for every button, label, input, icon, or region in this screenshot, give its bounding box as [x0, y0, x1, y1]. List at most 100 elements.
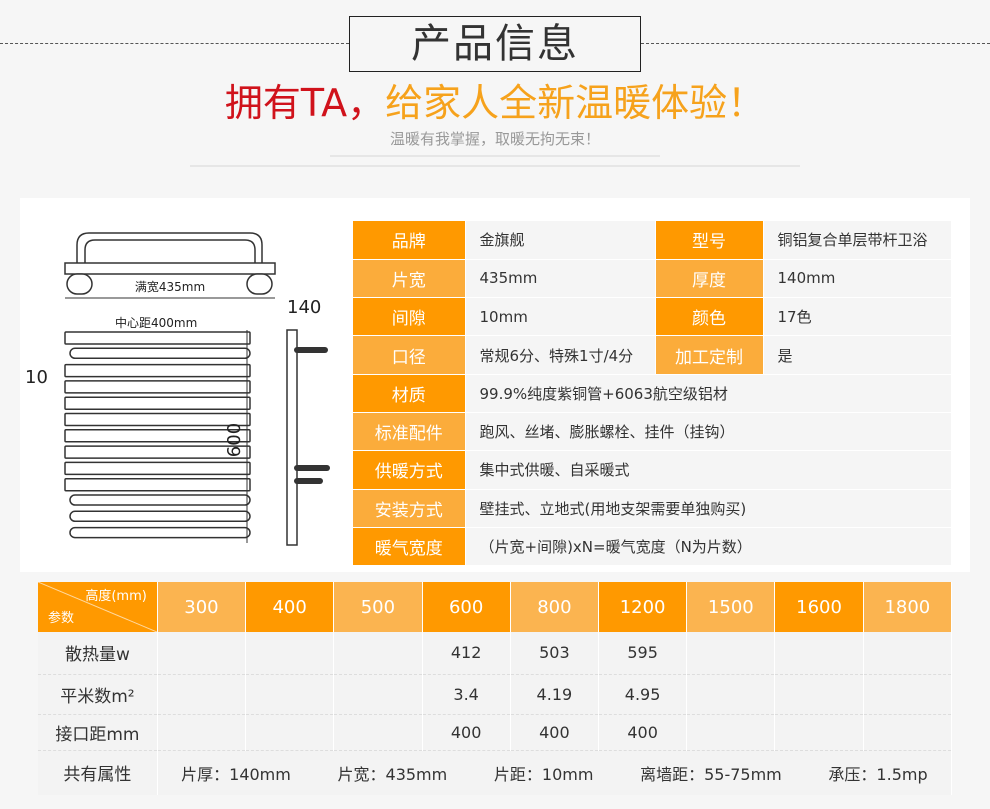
- slat: [64, 331, 251, 345]
- spec-row: 暖气宽度 （片宽+间隙)xN=暖气宽度（N为片数）: [353, 527, 952, 567]
- slogan-red: 拥有TA，: [224, 81, 386, 125]
- spec-value: 是: [763, 335, 952, 375]
- spec-row: 口径 常规6分、特殊1寸/4分 加工定制是: [353, 335, 952, 375]
- slat: [64, 461, 251, 476]
- height-header: 800: [510, 582, 599, 632]
- table-cell: [863, 632, 953, 675]
- spec-table: 品牌 金旗舰 型号 铜铝复合单层带杆卫浴 片宽 435mm 厚度 140mm 间隙 10mm 颜色 1…: [353, 221, 952, 567]
- table-cell: 595: [598, 632, 688, 675]
- table-cell: [333, 632, 423, 675]
- height-header: 400: [245, 582, 335, 632]
- table-row: 平米数m² 3.4 4.19 4.95: [38, 674, 953, 715]
- table-cell: [157, 714, 247, 751]
- slat: [64, 429, 251, 443]
- common-row: 共有属性 片厚：140mm 片宽：435mm 片距：10mm 离墙距：55-75mm 承压…: [38, 750, 953, 795]
- slat: [64, 396, 251, 410]
- common-attribute: 离墙距：55-75mm: [640, 764, 782, 784]
- spec-label: 标准配件: [353, 412, 466, 452]
- table-cell: 400: [598, 714, 688, 751]
- row-label: 共有属性: [38, 750, 158, 795]
- spec-label: 间隙: [353, 297, 466, 337]
- height-header: 1200: [598, 582, 688, 632]
- tube: [69, 494, 251, 506]
- row-label: 平米数m²: [38, 674, 158, 715]
- row-label: 散热量w: [38, 632, 158, 675]
- spec-label: 品牌: [353, 221, 466, 260]
- spec-label: 安装方式: [353, 489, 466, 528]
- table-cell: 4.95: [598, 674, 688, 715]
- height-header: 500: [333, 582, 423, 632]
- common-attribute: 片距：10mm: [493, 764, 594, 784]
- table-cell: 503: [510, 632, 599, 675]
- spec-value: 140mm: [763, 259, 952, 299]
- height-header: 1800: [863, 582, 953, 632]
- subtitle: 温暖有我掌握，取暖无拘无束！: [389, 130, 600, 148]
- spec-row: 片宽 435mm 厚度 140mm: [353, 259, 952, 299]
- common-attribute: 承压：1.5mp: [828, 764, 928, 784]
- spec-value: （片宽+间隙)xN=暖气宽度（N为片数）: [465, 527, 952, 567]
- slat: [64, 477, 251, 492]
- slat: [64, 363, 251, 378]
- spec-label: 加工定制: [655, 335, 764, 375]
- height-header: 600: [422, 582, 511, 632]
- size-table: 高度(mm) 参数 300 400 500 600 800 1200 1500 1600 180…: [38, 582, 953, 795]
- spec-row: 间隙 10mm 颜色 17色: [353, 297, 952, 337]
- height-header: 300: [157, 582, 247, 632]
- spec-label: 口径: [353, 335, 466, 375]
- slat: [64, 380, 251, 394]
- table-cell: 412: [422, 632, 511, 675]
- height-label: 600: [224, 423, 245, 457]
- spec-value: 跑风、丝堵、膨胀螺栓、挂件（挂钩）: [465, 412, 952, 452]
- table-cell: [245, 714, 335, 751]
- spec-row: 供暖方式 集中式供暖、自采暖式: [353, 450, 952, 490]
- table-cell: 400: [422, 714, 511, 751]
- spec-label: 型号: [655, 221, 764, 260]
- spec-row: 安装方式 壁挂式、立地式(用地支架需要单独购买): [353, 489, 952, 528]
- spec-label: 材质: [353, 374, 466, 413]
- divider-right: [641, 43, 990, 44]
- spec-label: 颜色: [655, 297, 764, 337]
- spec-label: 厚度: [655, 259, 764, 299]
- thickness-label: 140: [287, 297, 321, 318]
- spec-value: 壁挂式、立地式(用地支架需要单独购买): [465, 489, 952, 528]
- slogan: 拥有TA，给家人全新温暖体验！: [0, 80, 990, 126]
- table-cell: [774, 714, 864, 751]
- spec-label: 片宽: [353, 259, 466, 299]
- spec-value: 常规6分、特殊1寸/4分: [465, 335, 656, 375]
- spec-row: 材质 99.9%纯度紫铜管+6063航空级铝材: [353, 374, 952, 413]
- table-cell: [774, 632, 864, 675]
- table-row: 散热量w 412 503 595: [38, 632, 953, 675]
- fine-print: [330, 155, 660, 157]
- table-cell: [686, 632, 776, 675]
- table-cell: [245, 632, 335, 675]
- tube: [69, 510, 251, 523]
- slat: [64, 412, 251, 427]
- table-cell: [686, 714, 776, 751]
- spec-value: 金旗舰: [465, 221, 656, 260]
- table-cell: [774, 674, 864, 715]
- spec-value: 99.9%纯度紫铜管+6063航空级铝材: [465, 374, 952, 413]
- tube: [69, 526, 251, 539]
- center-distance-label: 中心距400mm: [115, 315, 197, 330]
- side-view: [286, 329, 298, 546]
- full-width-label: 满宽435mm: [135, 279, 205, 294]
- height-header: 1500: [686, 582, 776, 632]
- spec-value: 铜铝复合单层带杆卫浴: [763, 221, 952, 260]
- table-cell: [245, 674, 335, 715]
- common-attribute: 片宽：435mm: [337, 764, 448, 784]
- top-view-body: [64, 262, 276, 275]
- table-cell: [863, 674, 953, 715]
- spec-value: 435mm: [465, 259, 656, 299]
- slogan-orange: 给家人全新温暖体验！: [385, 81, 766, 125]
- spec-value: 集中式供暖、自采暖式: [465, 450, 952, 490]
- common-attribute: 片厚：140mm: [181, 764, 291, 784]
- radiator-diagram: 满宽435mm 中心距400mm 600 10 140: [25, 232, 330, 546]
- spec-value: 17色: [763, 297, 952, 337]
- spec-label: 暖气宽度: [353, 527, 466, 567]
- table-cell: [333, 714, 423, 751]
- slat: [64, 445, 251, 459]
- spec-row: 标准配件 跑风、丝堵、膨胀螺栓、挂件（挂钩）: [353, 412, 952, 452]
- spec-value: 10mm: [465, 297, 656, 337]
- table-row: 接口距mm 400 400 400: [38, 714, 953, 751]
- table-cell: [333, 674, 423, 715]
